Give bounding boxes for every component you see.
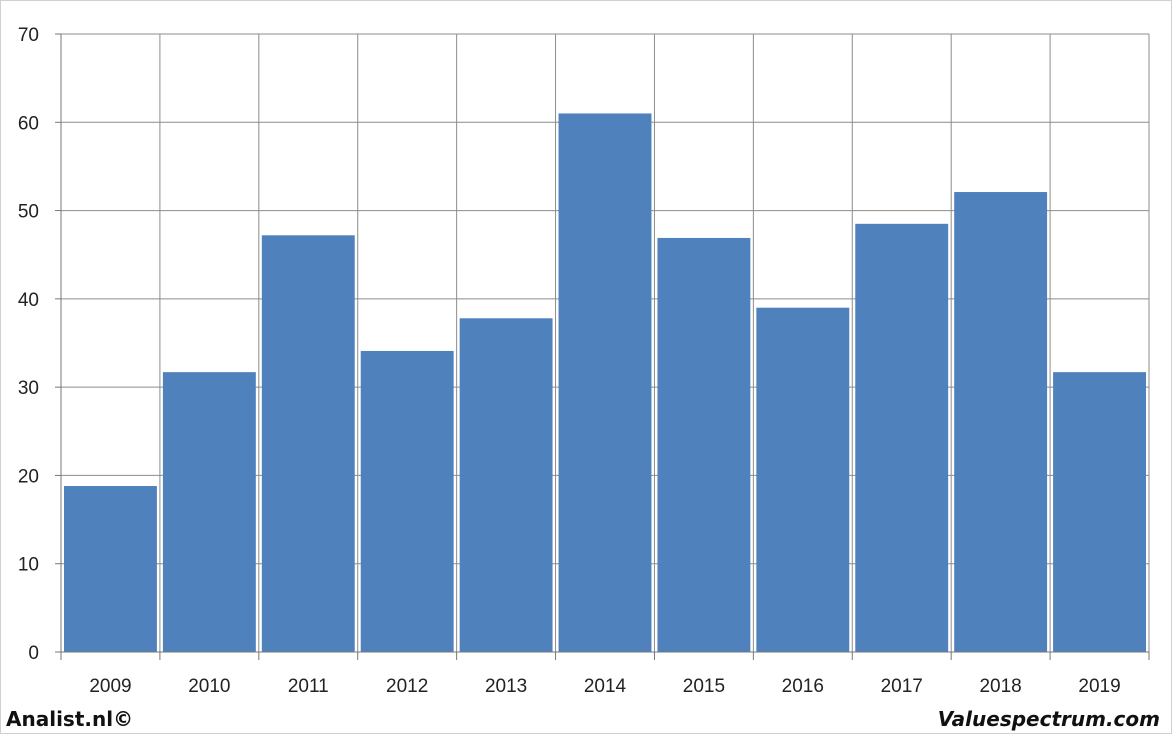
x-tick-label: 2013 <box>485 676 527 697</box>
bar-2017 <box>855 223 949 653</box>
x-tick-label: 2018 <box>979 676 1021 697</box>
x-tick-label: 2011 <box>288 676 329 697</box>
bar-2016 <box>756 307 850 652</box>
bar-2019 <box>1053 372 1146 652</box>
bar-2010 <box>162 372 256 652</box>
x-tick-label: 2015 <box>683 676 725 697</box>
x-tick-label: 2012 <box>386 676 428 697</box>
bar-2018 <box>954 192 1048 652</box>
axes <box>55 33 1150 660</box>
x-tick-label: 2017 <box>881 676 923 697</box>
y-tick-label: 50 <box>18 202 39 223</box>
bar-2013 <box>459 318 553 652</box>
bar-2011 <box>261 235 355 652</box>
bars <box>64 113 1146 653</box>
x-tick-labels: 2009 2010 2011 2012 2013 2014 2015 2016 2017 2018… <box>89 676 1120 697</box>
y-tick-label: 20 <box>18 466 39 487</box>
y-tick-label: 60 <box>18 113 39 134</box>
bar-2012 <box>360 350 454 652</box>
x-tick-label: 2009 <box>89 676 131 697</box>
bar-2009 <box>64 486 157 652</box>
y-tick-label: 10 <box>18 555 39 576</box>
bar-2014 <box>558 113 652 652</box>
y-tick-labels: 0 10 20 30 40 50 60 70 <box>18 25 39 664</box>
x-tick-label: 2014 <box>584 676 627 697</box>
x-tick-label: 2010 <box>188 676 230 697</box>
x-tick-label: 2016 <box>782 676 824 697</box>
bar-2015 <box>657 237 751 652</box>
y-tick-label: 30 <box>18 378 39 399</box>
footer-brand-right: Valuespectrum.com <box>937 707 1160 731</box>
y-tick-label: 0 <box>28 643 39 664</box>
y-tick-label: 70 <box>18 25 39 46</box>
x-tick-label: 2019 <box>1078 676 1120 697</box>
y-tick-label: 40 <box>18 290 39 311</box>
footer-brand-left: Analist.nl© <box>6 707 134 731</box>
